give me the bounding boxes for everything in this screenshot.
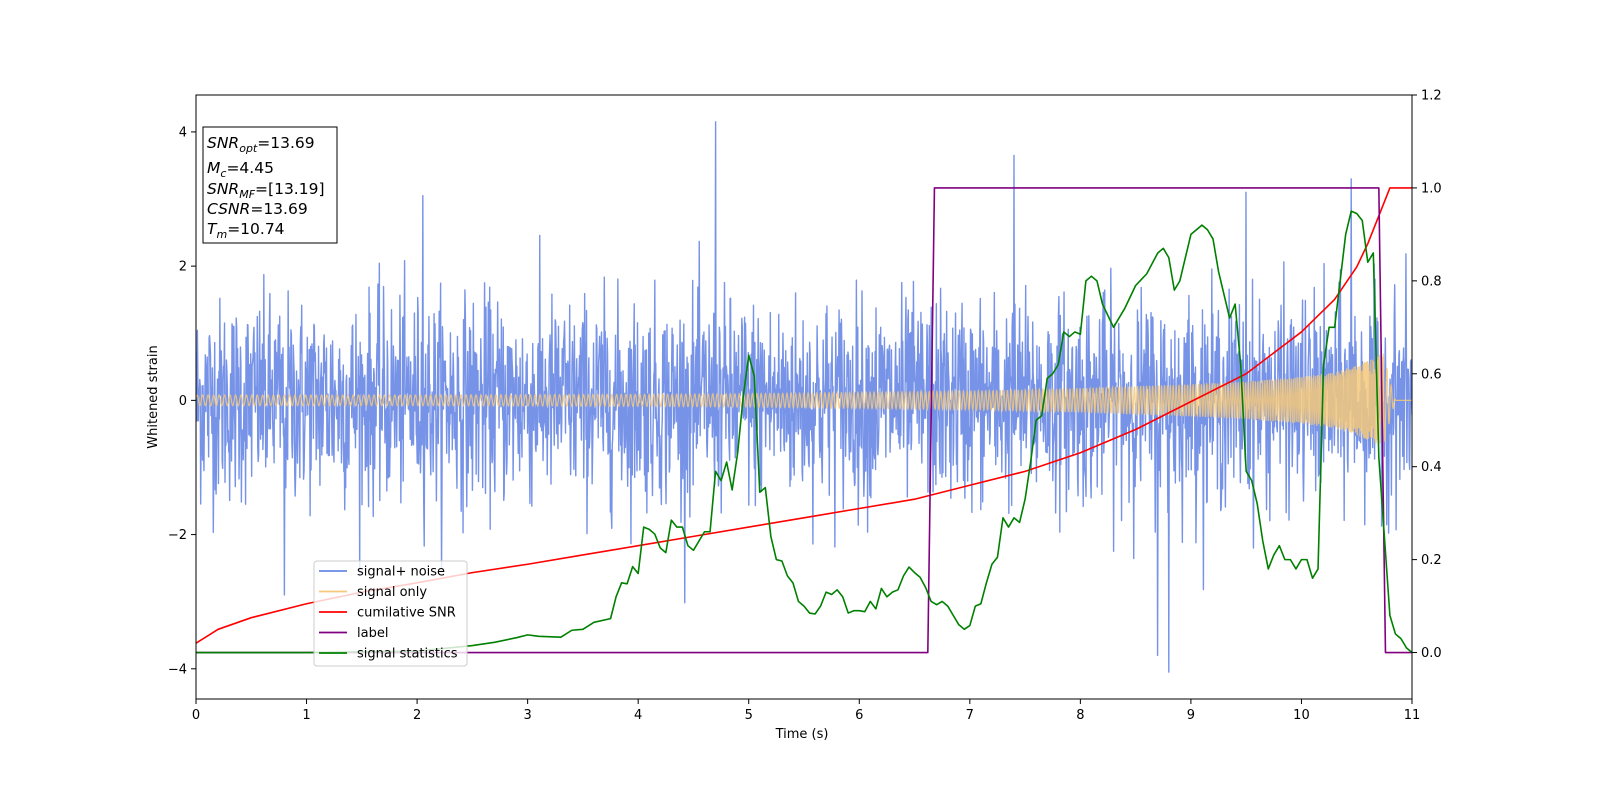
x-tick-label: 6: [855, 708, 863, 723]
x-tick-label: 8: [1076, 708, 1084, 723]
annotation-symbol: T: [207, 220, 218, 238]
annotation-line: SNRopt=13.69: [207, 134, 315, 155]
annotation-value: =10.74: [227, 220, 284, 238]
legend-entry: signal statistics: [357, 647, 458, 662]
y2-tick-label: 1.0: [1421, 181, 1442, 196]
x-tick-label: 11: [1404, 708, 1421, 723]
annotation-frame: [202, 126, 338, 244]
annotation-line: Mc=4.45: [207, 159, 274, 180]
x-tick-label: 7: [966, 708, 974, 723]
series-label: [196, 187, 1412, 654]
y2-tick-label: 0.0: [1421, 646, 1442, 661]
legend-entry: label: [357, 626, 388, 641]
series-signal-only: [196, 353, 1412, 446]
annotation-subscript: MF: [239, 188, 255, 201]
x-tick-label: 2: [413, 708, 421, 723]
y2-tick-label: 0.6: [1421, 367, 1442, 382]
annotation-symbol: CSNR: [207, 200, 250, 218]
series-signal-noise: [196, 121, 1412, 673]
x-tick-label: 9: [1187, 708, 1195, 723]
x-tick-label: 4: [634, 708, 642, 723]
y-tick-label: 0: [179, 394, 187, 409]
annotation-box: SNRopt=13.69Mc=4.45SNRMF=[13.19]CSNR=13.…: [202, 126, 338, 244]
x-tick-label: 5: [745, 708, 753, 723]
plot-frame: [195, 94, 1413, 700]
series-signal-statistics: [196, 210, 1412, 654]
legend-frame: [313, 560, 468, 667]
legend-entry: cumilative SNR: [357, 606, 456, 621]
annotation-value: =[13.19]: [255, 180, 324, 198]
axes: 0 1 2 3 4 5 6 7 8 9 10 11 −4 −2 0 2 4 0.0 0.2 0.4 0.6 0.8 1.0 1…: [168, 89, 1442, 724]
annotation-subscript: opt: [239, 142, 258, 155]
x-tick-label: 0: [192, 708, 200, 723]
y2-tick-label: 0.2: [1421, 553, 1442, 568]
y2-tick-label: 0.8: [1421, 274, 1442, 289]
legend: signal+ noise signal only cumilative SNR la…: [313, 560, 468, 667]
annotation-line: CSNR=13.69: [207, 200, 308, 218]
y-tick-label: 4: [179, 125, 187, 140]
annotation-subscript: c: [220, 167, 226, 180]
x-tick-label: 1: [302, 708, 310, 723]
x-tick-label: 3: [523, 708, 531, 723]
legend-entry: signal+ noise: [357, 565, 445, 580]
annotation-symbol: M: [207, 159, 220, 177]
annotation-symbol: SNR: [207, 180, 239, 198]
annotation-subscript: m: [216, 228, 227, 241]
legend-entry: signal only: [357, 585, 427, 600]
y2-tick-label: 0.4: [1421, 460, 1442, 475]
annotation-value: =13.69: [257, 134, 314, 152]
annotation-value: =13.69: [250, 200, 307, 218]
annotation-symbol: SNR: [207, 134, 239, 152]
y-tick-label: −2: [168, 528, 187, 543]
x-axis-label: Time (s): [775, 727, 829, 742]
annotation-line: Tm=10.74: [207, 220, 285, 241]
y-axis-label: Whitened strain: [146, 345, 161, 448]
annotation-line: SNRMF=[13.19]: [207, 180, 325, 201]
y-tick-label: 2: [179, 260, 187, 275]
y-tick-label: −4: [168, 662, 187, 677]
y2-tick-label: 1.2: [1421, 89, 1442, 104]
x-tick-label: 10: [1293, 708, 1310, 723]
annotation-value: =4.45: [226, 159, 274, 177]
